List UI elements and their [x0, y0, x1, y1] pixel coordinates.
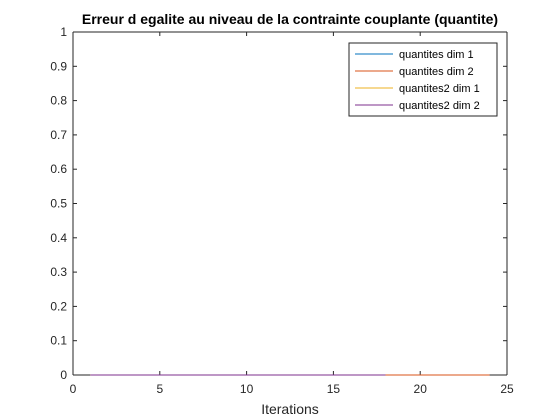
chart-title: Erreur d egalite au niveau de la contrai… — [82, 11, 498, 27]
x-axis-title: Iterations — [261, 401, 319, 417]
y-tick-label: 0 — [60, 368, 67, 382]
y-tick-label: 0.1 — [50, 334, 67, 348]
x-tick-label: 25 — [500, 382, 514, 396]
y-tick-label: 0.4 — [50, 231, 67, 245]
legend-box — [348, 42, 498, 117]
y-tick-label: 0.2 — [50, 299, 67, 313]
y-tick-label: 0.3 — [50, 265, 67, 279]
legend: quantites dim 1 quantites dim 2 quantites2… — [348, 42, 498, 117]
x-ticks: 0 5 10 15 20 25 — [70, 32, 514, 396]
y-tick-label: 0.5 — [50, 197, 67, 211]
x-tick-label: 5 — [156, 382, 163, 396]
y-tick-label: 0.8 — [50, 94, 67, 108]
x-tick-label: 10 — [240, 382, 254, 396]
y-tick-label: 0.6 — [50, 162, 67, 176]
legend-label-1: quantites dim 1 — [399, 49, 474, 61]
y-tick-label: 0.7 — [50, 128, 67, 142]
y-ticks: 0 0.1 0.2 0.3 0.4 0.5 0.6 0.7 0.8 0.9 1 — [50, 25, 507, 382]
x-tick-label: 20 — [414, 382, 428, 396]
legend-label-2: quantites dim 2 — [399, 66, 474, 78]
x-tick-label: 15 — [327, 382, 341, 396]
legend-label-3: quantites2 dim 1 — [399, 83, 480, 95]
x-tick-label: 0 — [70, 382, 77, 396]
y-tick-label: 1 — [60, 25, 67, 39]
legend-label-4: quantites2 dim 2 — [399, 100, 480, 112]
y-tick-label: 0.9 — [50, 59, 67, 73]
